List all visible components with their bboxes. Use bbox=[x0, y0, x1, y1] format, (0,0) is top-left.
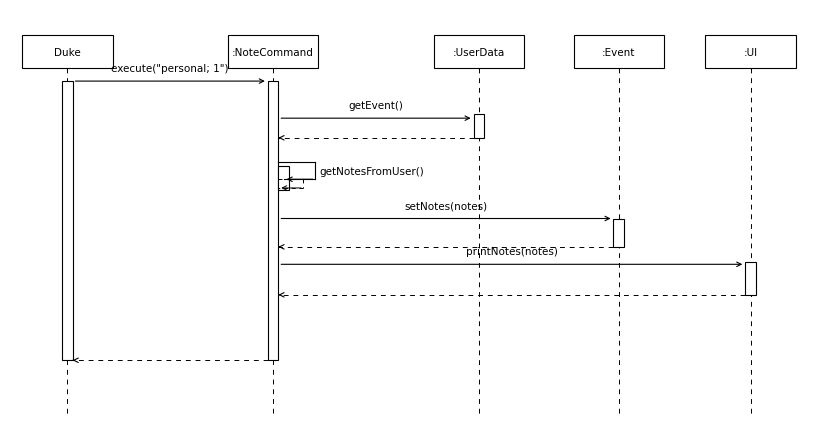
Text: execute("personal; 1"): execute("personal; 1") bbox=[112, 64, 229, 74]
Text: :UI: :UI bbox=[743, 48, 757, 57]
Bar bbox=[228, 36, 318, 69]
Bar bbox=[705, 36, 795, 69]
Bar bbox=[434, 36, 525, 69]
Text: Duke: Duke bbox=[54, 48, 81, 57]
Bar bbox=[573, 36, 664, 69]
Bar bbox=[62, 82, 73, 360]
Text: setNotes(notes): setNotes(notes) bbox=[405, 201, 487, 211]
Text: getEvent(): getEvent() bbox=[349, 101, 403, 111]
Bar bbox=[614, 219, 624, 247]
Text: :Event: :Event bbox=[602, 48, 635, 57]
Text: :NoteCommand: :NoteCommand bbox=[232, 48, 314, 57]
Bar bbox=[745, 262, 756, 295]
Bar bbox=[473, 115, 484, 138]
Text: getNotesFromUser(): getNotesFromUser() bbox=[320, 166, 425, 176]
Bar bbox=[22, 36, 112, 69]
Text: :UserData: :UserData bbox=[453, 48, 505, 57]
Bar bbox=[278, 167, 289, 191]
Text: printNotes(notes): printNotes(notes) bbox=[466, 247, 558, 257]
Bar bbox=[268, 82, 278, 360]
